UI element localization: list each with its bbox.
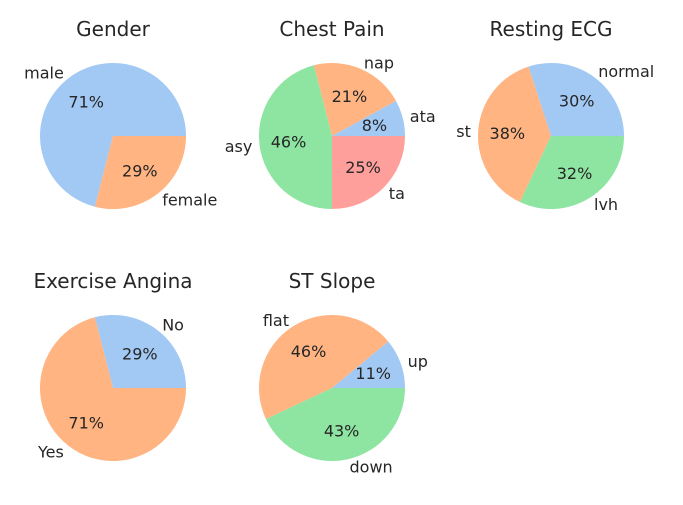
- slice-percentage-label: 29%: [122, 344, 158, 363]
- slice-category-label: down: [350, 457, 393, 476]
- pie-slice-yes: [40, 317, 186, 461]
- pie-chart-st-slope: ST Slope 11% up 46%flat 43% down: [259, 269, 428, 476]
- slice-percentage-label: 46%: [291, 342, 327, 361]
- slice-percentage-label: 38%: [490, 124, 526, 143]
- chart-title: Gender: [76, 17, 150, 41]
- slice-percentage-label: 46%: [271, 133, 307, 152]
- pie-slice-up: [332, 341, 405, 388]
- slice-percentage-label: 29%: [122, 162, 158, 181]
- slice-category-label: st: [456, 122, 471, 141]
- slice-category-label: female: [162, 190, 217, 209]
- chart-title: Chest Pain: [279, 17, 384, 41]
- slice-percentage-label: 71%: [68, 414, 104, 433]
- pie-slice-nap: [313, 62, 396, 136]
- chart-title: Exercise Angina: [33, 269, 192, 293]
- slice-category-label: flat: [263, 311, 289, 330]
- pie-chart-chest-pain: Chest Pain 8% ata 21% nap 46% asy 25% ta: [225, 17, 436, 210]
- slice-category-label: lvh: [594, 195, 618, 214]
- slice-category-label: nap: [364, 53, 394, 72]
- slice-percentage-label: 21%: [332, 87, 368, 106]
- slice-percentage-label: 11%: [355, 364, 391, 383]
- slice-category-label: normal: [598, 62, 654, 81]
- slice-category-label: male: [24, 64, 64, 83]
- slice-percentage-label: 25%: [345, 158, 381, 177]
- pie-slice-ta: [332, 136, 405, 209]
- slice-percentage-label: 43%: [324, 422, 360, 441]
- chart-title: ST Slope: [289, 269, 376, 293]
- pie-chart-gender: Gender 71%male 29%female: [24, 17, 217, 209]
- pie-slice-normal: [528, 62, 624, 136]
- chart-title: Resting ECG: [490, 17, 613, 41]
- pie-slice-flat: [259, 315, 389, 420]
- pie-chart-resting-ecg: Resting ECG 30%normal 38% st 32%lvh: [456, 17, 654, 214]
- pie-slice-no: [94, 314, 186, 388]
- pie-slice-male: [40, 63, 186, 207]
- pie-slice-asy: [258, 65, 332, 210]
- slice-category-label: ata: [410, 107, 436, 126]
- pie-slice-down: [265, 388, 405, 461]
- pie-chart-exercise-angina: Exercise Angina 29%No 71%Yes: [33, 269, 192, 461]
- slice-category-label: ta: [389, 184, 405, 203]
- slice-category-label: Yes: [37, 442, 64, 461]
- slice-percentage-label: 30%: [559, 92, 595, 111]
- slice-percentage-label: 8%: [362, 116, 387, 135]
- slice-category-label: up: [408, 352, 428, 371]
- slice-category-label: No: [162, 316, 184, 335]
- pie-slice-ata: [332, 100, 405, 136]
- pie-slice-lvh: [519, 136, 624, 209]
- pie-slice-st: [477, 66, 551, 203]
- slice-percentage-label: 32%: [557, 164, 593, 183]
- pie-slice-female: [94, 136, 186, 210]
- slice-category-label: asy: [225, 137, 253, 156]
- slice-percentage-label: 71%: [68, 92, 104, 111]
